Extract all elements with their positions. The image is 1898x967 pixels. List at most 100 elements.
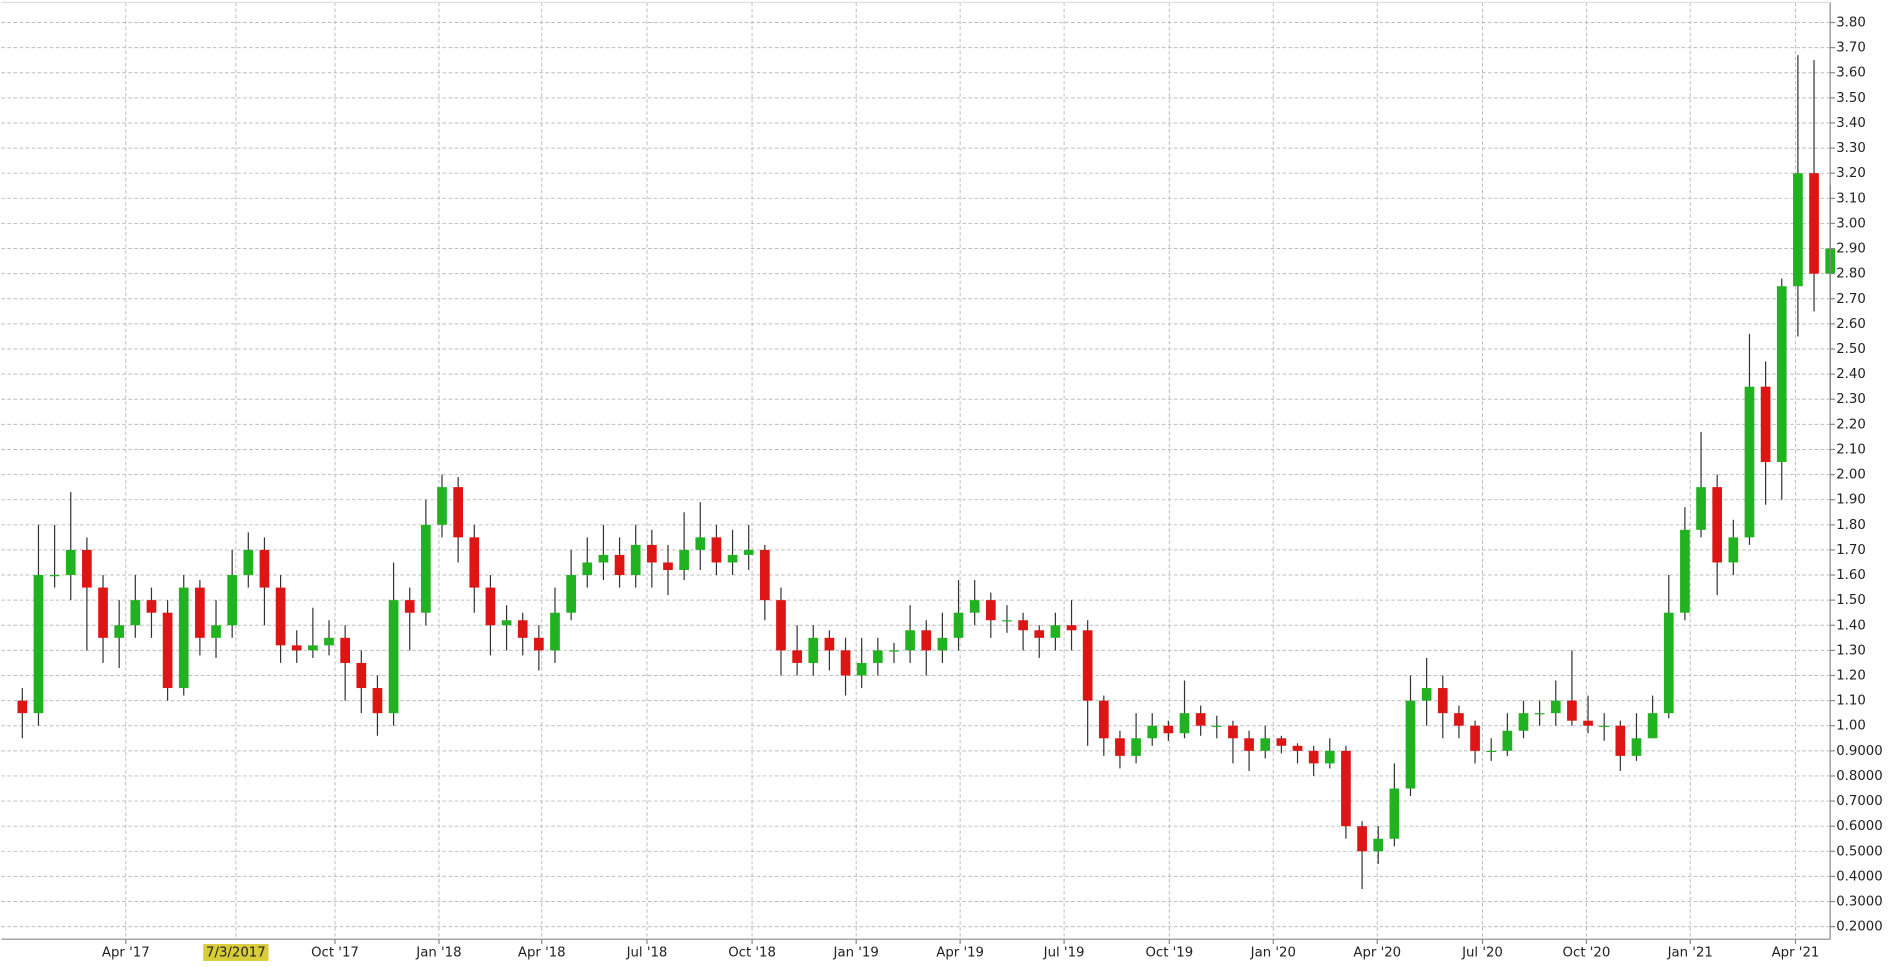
candle-body [647,544,657,563]
candle-body [1260,738,1271,751]
candle-body [275,587,286,646]
candle-body [1211,725,1222,727]
candle-body [49,575,60,577]
candle-body [1583,720,1593,726]
candle-body [743,549,754,555]
x-tick-label: Jan '18 [415,945,461,960]
candle-body [114,625,125,638]
candle-body [1712,487,1723,563]
candle-body [1776,286,1787,463]
y-tick-label: 1.40 [1836,618,1866,633]
candle-body [856,662,867,676]
y-tick-label: 0.8000 [1836,769,1882,784]
candle-body [1389,788,1400,839]
candle-body [308,645,318,651]
candle-body [227,575,238,626]
candle-body [921,630,932,651]
candle-body [1486,750,1497,753]
y-tick-label: 1.20 [1836,668,1866,683]
candle-body [1244,738,1254,751]
x-tick-label: Apr '19 [936,945,984,960]
candle-body [1373,838,1384,852]
candle-body [1663,612,1674,714]
x-tick-label: Jul '19 [1043,945,1085,960]
candle-body [1454,713,1464,726]
candle-body [485,587,496,626]
candle-body [1647,713,1658,739]
y-tick-label: 1.90 [1836,493,1866,508]
candle-body [1195,713,1206,726]
candle-body [1599,725,1610,727]
candle-body [969,600,980,613]
candle-body [356,662,367,689]
x-tick-label: Jul '18 [626,945,668,960]
candle-body [1793,173,1803,287]
y-tick-label: 2.30 [1836,392,1866,407]
x-tick-label: Oct '19 [1145,945,1193,960]
candle-body [340,637,350,663]
candle-body [727,554,738,563]
y-tick-label: 3.80 [1836,16,1866,31]
candle-body [404,600,415,613]
x-tick-label: Jan '21 [1667,945,1713,960]
candle-body [889,650,899,652]
y-tick-label: 0.2000 [1836,920,1882,935]
candle-body [259,549,270,588]
candle-body [1163,725,1174,734]
y-tick-label: 1.50 [1836,593,1866,608]
candle-body [1341,750,1351,827]
candle-body [211,625,221,638]
candle-body [17,700,28,714]
candle-body [1421,688,1432,701]
candle-body [291,645,302,651]
candle-body [372,688,383,714]
candle-body [663,562,673,571]
candle-body [1034,630,1045,638]
x-tick-label: Oct '18 [728,945,776,960]
y-tick-label: 0.9000 [1836,744,1882,759]
candle-body [1550,700,1561,714]
candle-body [711,537,722,563]
candle-body [614,554,625,576]
candle-body [501,620,512,626]
candle-body [1631,738,1642,756]
candle-body [808,637,819,663]
x-tick-label: Apr '21 [1772,945,1820,960]
candle-body [534,637,544,651]
x-tick-label: Jan '20 [1250,945,1296,960]
y-tick-label: 0.3000 [1836,895,1882,910]
y-tick-label: 1.70 [1836,543,1866,558]
candle-body [953,612,964,638]
y-tick-label: 2.70 [1836,292,1866,307]
y-tick-label: 2.90 [1836,242,1866,257]
candle-body [1809,173,1819,274]
candle-body [1728,537,1739,563]
grid [1,2,1831,940]
y-tick-label: 1.60 [1836,568,1866,583]
candle-body [630,544,641,576]
y-tick-label: 1.00 [1836,719,1866,734]
candle-body [679,549,689,571]
y-tick-label: 2.50 [1836,342,1866,357]
candle-body [1276,738,1287,746]
candle-body [1760,386,1771,463]
y-tick-label: 3.00 [1836,216,1866,231]
candle-body [695,537,706,550]
y-tick-label: 0.6000 [1836,819,1882,834]
candle-body [1405,700,1416,789]
candle-body [517,620,528,638]
y-tick-label: 3.40 [1836,116,1866,131]
x-tick-label: Apr '20 [1353,945,1401,960]
candle-body [1292,745,1303,751]
candle-body [130,600,141,626]
candle-body [1324,750,1335,764]
candle-body [1115,738,1125,756]
crosshair-label: 7/3/2017 [206,945,266,960]
y-tick-label: 2.80 [1836,267,1866,282]
candle-body [582,562,593,576]
x-tick-label: Jul '20 [1461,945,1503,960]
x-tick-label: Jan '19 [833,945,879,960]
crosshair-label-bg [203,944,269,961]
candle-body [1696,487,1706,530]
x-tick-label: Oct '17 [311,945,359,960]
